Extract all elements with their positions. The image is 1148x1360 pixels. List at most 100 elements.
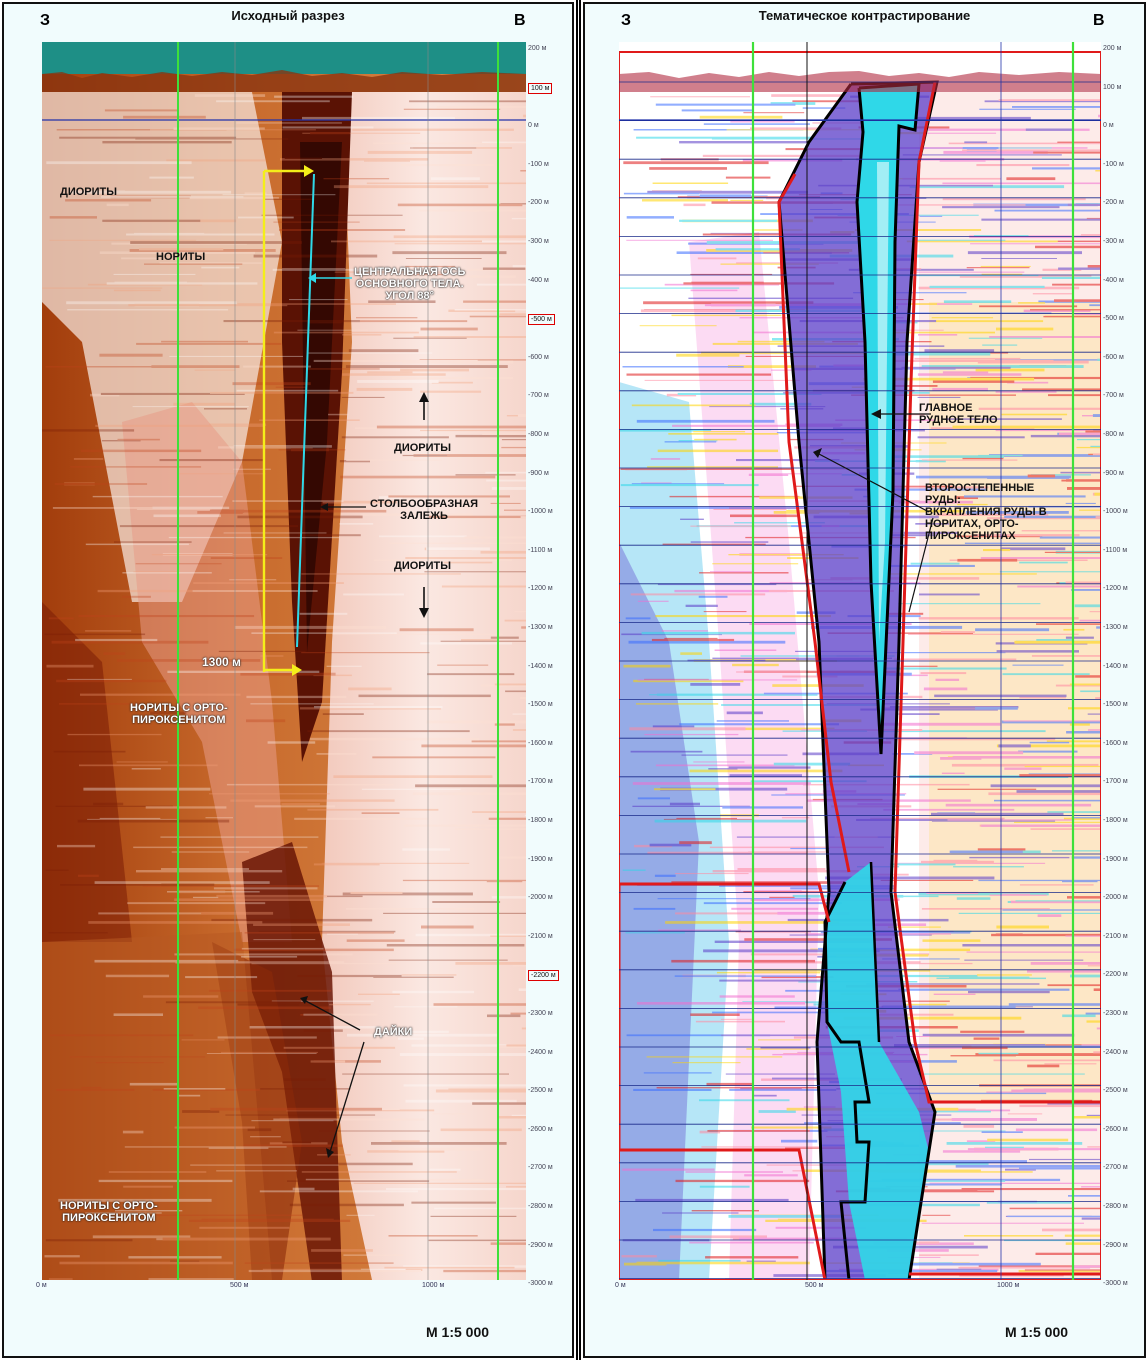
depth-tick: -200 м [528, 199, 549, 207]
depth-tick: -1300 м [528, 624, 553, 631]
depth-tick: -2800 м [1103, 1203, 1128, 1210]
distance-tick: 1000 м [422, 1282, 445, 1289]
depth-tick: -2300 м [528, 1010, 553, 1017]
depth-tick: -1400 м [528, 662, 553, 670]
depth-tick: -1500 м [1103, 701, 1128, 709]
map-scale: М 1:5 000 [426, 1324, 490, 1340]
depth-tick: -2900 м [1103, 1241, 1128, 1249]
depth-tick: -1400 м [1103, 662, 1128, 670]
east-label: В [1093, 12, 1105, 29]
depth-tick: -500 м [528, 314, 555, 326]
contrast-plot [619, 42, 1101, 1280]
depth-axis: 200 м 100 м 0 м -100 м -200 м -300 м -400 м -50… [1101, 42, 1141, 1287]
label-diorites-upper-left: ДИОРИТЫ [60, 186, 118, 198]
depth-tick: -1000 м [1103, 508, 1128, 516]
depth-tick: -2800 м [528, 1203, 553, 1210]
depth-tick: -2900 м [528, 1241, 553, 1249]
depth-tick: -2500 м [1103, 1087, 1128, 1095]
depth-tick: -2100 м [1103, 932, 1128, 940]
depth-tick: -800 м [1103, 431, 1124, 438]
depth-tick: 100 м [528, 82, 553, 94]
depth-tick: -1300 м [1103, 624, 1128, 631]
depth-tick: -300 м [1103, 238, 1124, 245]
thematic-contrast-panel: Тематическое контрастирование З В [583, 2, 1146, 1358]
depth-tick: -1800 м [528, 817, 553, 824]
distance-tick: 500 м [805, 1282, 824, 1289]
label-central-axis: ЦЕНТРАЛЬНАЯ ОСЬ ОСНОВНОГО ТЕЛА. УГОЛ 88° [354, 266, 466, 302]
depth-tick: -800 м [528, 431, 549, 438]
panel-title: Исходный разрез [231, 8, 345, 23]
depth-tick: 200 м [528, 45, 547, 52]
distance-axis: 0 м 500 м 1000 м [36, 1282, 526, 1294]
depth-tick: -600 м [528, 353, 549, 361]
depth-tick: -1100 м [528, 546, 553, 554]
label-diorites-mid: ДИОРИТЫ [394, 442, 452, 454]
distance-tick: 0 м [615, 1282, 626, 1289]
west-label: З [621, 12, 632, 29]
label-norites-orthopyroxenite-1: НОРИТЫ С ОРТО- ПИРОКСЕНИТОМ [130, 702, 228, 726]
depth-tick: -2000 м [1103, 894, 1128, 902]
depth-tick: 0 м [528, 122, 539, 130]
section-image [42, 42, 526, 1280]
distance-tick: 0 м [36, 1282, 47, 1289]
depth-tick: 100 м [1103, 83, 1122, 91]
depth-tick: -2500 м [528, 1087, 553, 1095]
depth-tick: -1800 м [1103, 817, 1128, 824]
depth-tick: -400 м [528, 276, 549, 284]
depth-tick: -1200 м [1103, 585, 1128, 593]
label-norites-orthopyroxenite-2: НОРИТЫ С ОРТО- ПИРОКСЕНИТОМ [60, 1200, 158, 1224]
east-label: В [514, 12, 526, 29]
depth-tick: -2300 м [1103, 1010, 1128, 1017]
label-column-deposit: СТОЛБООБРАЗНАЯ ЗАЛЕЖЬ [370, 498, 479, 522]
distance-axis: 0 м 500 м 1000 м [615, 1282, 1101, 1294]
depth-tick: -500 м [1103, 315, 1124, 323]
depth-tick: -2700 м [528, 1164, 553, 1172]
section-plot [42, 42, 526, 1280]
distance-tick: 1000 м [997, 1282, 1020, 1289]
panel-divider [576, 0, 581, 1360]
depth-tick: -2200 м [528, 970, 559, 982]
depth-tick: 0 м [1103, 122, 1114, 130]
depth-tick: -2600 м [1103, 1125, 1128, 1133]
depth-tick: -700 м [1103, 392, 1124, 400]
west-label: З [40, 12, 51, 29]
map-scale: М 1:5 000 [1005, 1324, 1069, 1340]
depth-tick: -2600 м [528, 1125, 553, 1133]
depth-tick: -2000 м [528, 894, 553, 902]
depth-tick: -1900 м [1103, 855, 1128, 863]
depth-tick: -100 м [1103, 160, 1124, 168]
depth-tick: 200 м [1103, 45, 1122, 52]
depth-tick: -2700 м [1103, 1164, 1128, 1172]
label-main-ore-body: ГЛАВНОЕ РУДНОЕ ТЕЛО [919, 402, 998, 426]
depth-tick: -900 м [528, 469, 549, 477]
panel-title: Тематическое контрастирование [758, 8, 971, 23]
depth-tick: -2100 м [528, 932, 553, 940]
depth-tick: -1600 м [528, 739, 553, 747]
depth-axis: 200 м 100 м 0 м -100 м -200 м -300 м -400 м -50… [526, 42, 566, 1287]
depth-tick: -1000 м [528, 508, 553, 516]
depth-tick: -1200 м [528, 585, 553, 593]
depth-tick: -2200 м [1103, 971, 1128, 979]
depth-tick: -600 м [1103, 353, 1124, 361]
depth-tick: -400 м [1103, 276, 1124, 284]
depth-tick: -1700 м [528, 778, 553, 786]
depth-tick: -900 м [1103, 469, 1124, 477]
label-diorites-low: ДИОРИТЫ [394, 560, 452, 572]
depth-tick: -700 м [528, 392, 549, 400]
depth-tick: -1500 м [528, 701, 553, 709]
distance-tick: 500 м [230, 1282, 249, 1289]
contrast-image [619, 42, 1101, 1280]
original-section-panel: Исходный разрез З В [2, 2, 574, 1358]
depth-tick: -300 м [528, 238, 549, 245]
label-norites: НОРИТЫ [156, 251, 206, 263]
depth-tick: -1900 м [528, 855, 553, 863]
depth-tick: -1700 м [1103, 778, 1128, 786]
label-secondary-ores: ВТОРОСТЕПЕННЫЕ РУДЫ: ВКРАПЛЕНИЯ РУДЫ В Н… [925, 482, 1047, 542]
depth-tick: -3000 м [528, 1280, 553, 1288]
depth-tick: -1600 м [1103, 739, 1128, 747]
depth-tick: -2400 м [1103, 1048, 1128, 1056]
depth-tick: -3000 м [1103, 1280, 1128, 1288]
depth-tick: -200 м [1103, 199, 1124, 207]
depth-tick: -2400 м [528, 1048, 553, 1056]
label-dikes: ДАЙКИ [374, 1026, 413, 1038]
